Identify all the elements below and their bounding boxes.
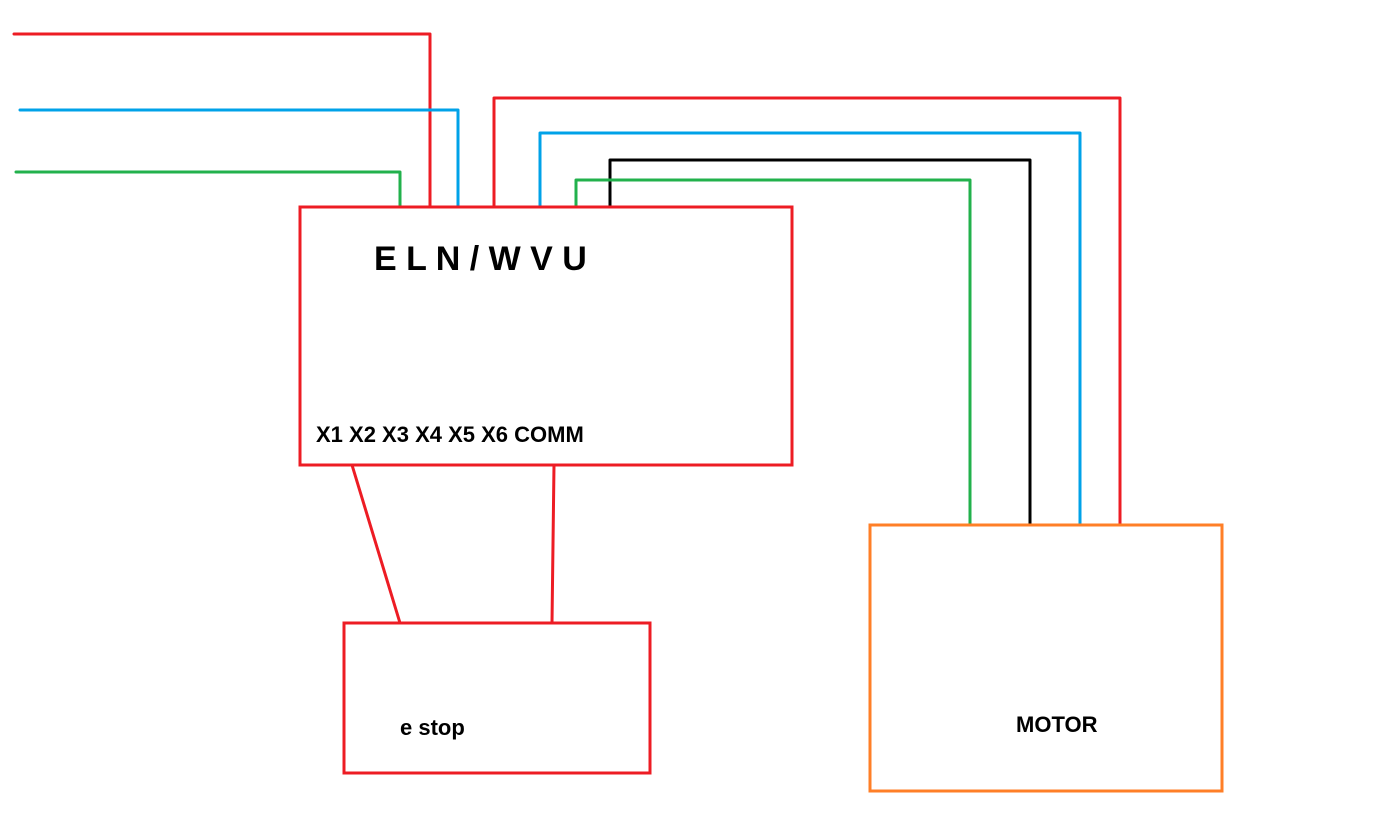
wire-estop-wire-1 — [352, 465, 400, 623]
controller-terminal-labels-bottom: X1 X2 X3 X4 X5 X6 COMM — [316, 422, 584, 447]
wires-group — [14, 34, 1120, 623]
wire-motor-red — [494, 98, 1120, 525]
wire-supply-blue — [20, 110, 458, 207]
wiring-diagram: E L N / W V U X1 X2 X3 X4 X5 X6 COMM e s… — [0, 0, 1382, 819]
motor-label: MOTOR — [1016, 712, 1098, 737]
wire-estop-wire-2 — [552, 465, 554, 623]
wire-motor-green — [576, 180, 970, 525]
controller-terminal-labels-top: E L N / W V U — [374, 240, 587, 278]
wire-motor-black — [610, 160, 1030, 525]
estop-label: e stop — [400, 715, 465, 740]
motor-box — [870, 525, 1222, 791]
wire-supply-red — [14, 34, 430, 207]
wire-supply-green — [16, 172, 400, 207]
estop-box — [344, 623, 650, 773]
